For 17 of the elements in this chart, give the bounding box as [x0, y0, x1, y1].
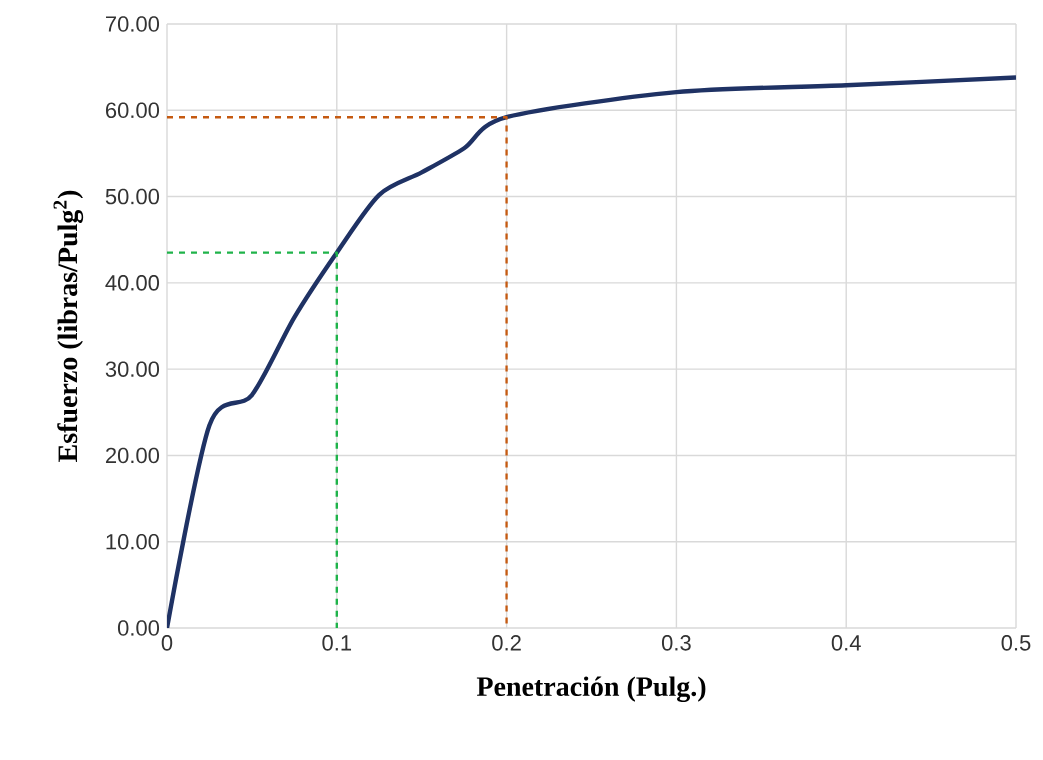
x-tick-label: 0 [161, 635, 173, 651]
y-tick-label: 20.00 [105, 447, 160, 464]
x-tick-label: 0.4 [831, 635, 861, 651]
y-tick-label: 60.00 [106, 102, 160, 119]
y-tick-label: 70.00 [106, 16, 160, 32]
y-tick-label: 10.00 [106, 533, 160, 550]
x-tick-label: 0.3 [661, 635, 691, 651]
x-tick-label: 0.2 [492, 635, 521, 651]
x-tick-label: 0.5 [1001, 635, 1031, 651]
y-tick-label: 40.00 [105, 275, 160, 291]
x-axis-title: Penetración (Pulg.) [476, 676, 706, 703]
y-axis-title: Esfuerzo (libras/Pulg$^{2}$) [53, 190, 84, 462]
line-series [167, 75, 1017, 628]
x-tick-label: 0.1 [322, 635, 352, 651]
y-tick-label: 0.00 [117, 620, 160, 636]
y-tick-label: 50.00 [105, 188, 160, 205]
y-tick-label: 30.00 [105, 361, 160, 377]
